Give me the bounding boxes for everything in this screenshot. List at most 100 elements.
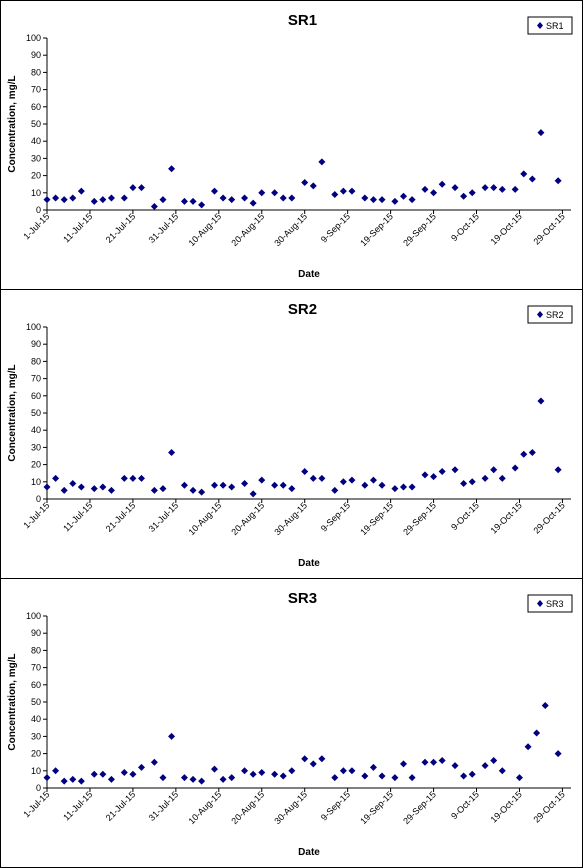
- chart-2-x-tick-label: 19-Oct-15: [488, 500, 523, 535]
- chart-1-x-tick-label: 11-Jul-15: [61, 211, 94, 244]
- chart-panel-sr2: SR2 0 10 20 30 40 50 60 70 80 90 100 1-Jul-15 11-Jul-…: [0, 289, 583, 579]
- chart-3-data-point: [460, 772, 468, 780]
- chart-3-x-tick-label: 30-Aug-15: [272, 789, 309, 826]
- chart-2-legend-box: [527, 305, 573, 324]
- chart-1-data-point: [369, 196, 377, 204]
- chart-2-data-point: [438, 467, 446, 475]
- chart-1-data-point: [258, 189, 266, 197]
- chart-2-y-tick-label: 70: [31, 374, 41, 384]
- chart-2-data-point: [348, 476, 356, 484]
- chart-3-data-point: [43, 774, 51, 782]
- chart-2-data-point: [309, 474, 317, 482]
- chart-1-data-point: [430, 189, 438, 197]
- chart-2-x-tick-label: 9-Oct-15: [449, 500, 481, 532]
- chart-1-data-point: [520, 170, 528, 178]
- chart-2-data-point: [271, 481, 279, 489]
- chart-1-data-point: [241, 194, 249, 202]
- chart-1-data-point: [77, 187, 85, 195]
- chart-3-data-point: [408, 774, 416, 782]
- chart-1-data-point: [137, 184, 145, 192]
- chart-1-x-tick-label: 30-Aug-15: [272, 211, 309, 248]
- chart-1-data-point: [60, 196, 68, 204]
- chart-2-data-point: [180, 481, 188, 489]
- chart-3-x-tick-label: 9-Oct-15: [449, 789, 481, 821]
- chart-2-x-tick-label: 30-Aug-15: [272, 500, 309, 537]
- chart-1-x-tick-label: 29-Sep-15: [401, 211, 438, 248]
- chart-2-data-point: [554, 466, 562, 474]
- chart-3-data-point: [331, 774, 339, 782]
- chart-1-x-tick-label: 29-Oct-15: [531, 211, 566, 246]
- chart-2-data-point: [168, 449, 176, 457]
- chart-1-data-point: [120, 194, 128, 202]
- chart-2-y-tick-label: 10: [31, 477, 41, 487]
- chart-2-x-tick-label: 11-Jul-15: [61, 500, 94, 533]
- chart-2-data-point: [481, 474, 489, 482]
- chart-1-data-point: [391, 197, 399, 205]
- chart-3-x-tick-label: 9-Sep-15: [319, 789, 352, 822]
- chart-2-y-tick-label: 100: [26, 322, 41, 332]
- chart-2-data-point: [99, 483, 107, 491]
- chart-2-data-point: [150, 486, 158, 494]
- chart-1-x-tick-label: 19-Oct-15: [488, 211, 523, 246]
- chart-3-data-point: [279, 772, 287, 780]
- chart-2-data-point: [43, 483, 51, 491]
- chart-2-data-point: [408, 483, 416, 491]
- chart-3-data-point: [219, 775, 227, 783]
- chart-3-data-point: [198, 777, 206, 785]
- chart-1-data-point: [129, 184, 137, 192]
- chart-3-data-point: [391, 774, 399, 782]
- chart-3-y-axis-label: Concentration, mg/L: [7, 653, 18, 750]
- chart-2-data-point: [279, 481, 287, 489]
- chart-3-y-tick-label: 90: [31, 628, 41, 638]
- chart-3-y-tick-label: 20: [31, 749, 41, 759]
- chart-1-data-point: [399, 192, 407, 200]
- chart-3-data-point: [339, 767, 347, 775]
- chart-1-x-tick-label: 21-Jul-15: [104, 211, 138, 245]
- chart-2-data-point: [430, 473, 438, 481]
- chart-3-data-point: [378, 772, 386, 780]
- chart-3-data-point: [541, 701, 549, 709]
- chart-1-data-point: [378, 196, 386, 204]
- chart-2-data-point: [490, 466, 498, 474]
- chart-2-data-point: [331, 486, 339, 494]
- chart-1-data-point: [421, 185, 429, 193]
- chart-1-x-tick-label: 10-Aug-15: [186, 211, 223, 248]
- chart-1-data-point: [361, 194, 369, 202]
- chart-3-data-point: [481, 762, 489, 770]
- chart-2-data-point: [137, 474, 145, 482]
- chart-3-data-point: [554, 750, 562, 758]
- chart-2-data-point: [378, 481, 386, 489]
- chart-3-data-point: [468, 770, 476, 778]
- chart-1-data-point: [249, 199, 257, 207]
- chart-3-data-point: [159, 774, 167, 782]
- chart-2-data-point: [498, 474, 506, 482]
- chart-3-data-point: [490, 756, 498, 764]
- chart-3-data-point: [348, 767, 356, 775]
- chart-2-legend: SR2: [527, 305, 573, 324]
- chart-3-data-point: [438, 756, 446, 764]
- chart-2-data-point: [159, 485, 167, 493]
- chart-1-data-point: [460, 192, 468, 200]
- chart-3-y-tick-label: 80: [31, 645, 41, 655]
- chart-3-data-point: [107, 775, 115, 783]
- chart-1-data-point: [211, 187, 219, 195]
- chart-3-data-point: [451, 762, 459, 770]
- chart-2-data-point: [520, 450, 528, 458]
- chart-2-y-tick-label: 30: [31, 442, 41, 452]
- chart-1-data-point: [537, 129, 545, 137]
- chart-3-data-point: [288, 767, 296, 775]
- chart-1-data-point: [180, 197, 188, 205]
- chart-1-x-tick-label: 9-Oct-15: [449, 211, 481, 243]
- chart-2-svg: SR2 0 10 20 30 40 50 60 70 80 90 100 1-Jul-15 11-Jul-…: [7, 301, 573, 569]
- chart-2-data-point: [361, 481, 369, 489]
- chart-2-x-tick-label: 31-Jul-15: [147, 500, 181, 534]
- chart-3-data-point: [228, 774, 236, 782]
- chart-panel-sr3: SR3 0 10 20 30 40 50 60 70 80 90 100 1-Jul-15 11-Jul-…: [0, 578, 583, 868]
- chart-panel-sr1: SR1 0 10 20 30 40 50 60 70 80 90 100 1-Jul-15 11-Jul-…: [0, 0, 583, 290]
- chart-3-y-tick-label: 70: [31, 663, 41, 673]
- chart-3-y-tick-label: 10: [31, 766, 41, 776]
- chart-2-data-point: [339, 478, 347, 486]
- chart-1-data-point: [279, 194, 287, 202]
- chart-1-y-tick-label: 60: [31, 102, 41, 112]
- chart-3-data-point: [180, 774, 188, 782]
